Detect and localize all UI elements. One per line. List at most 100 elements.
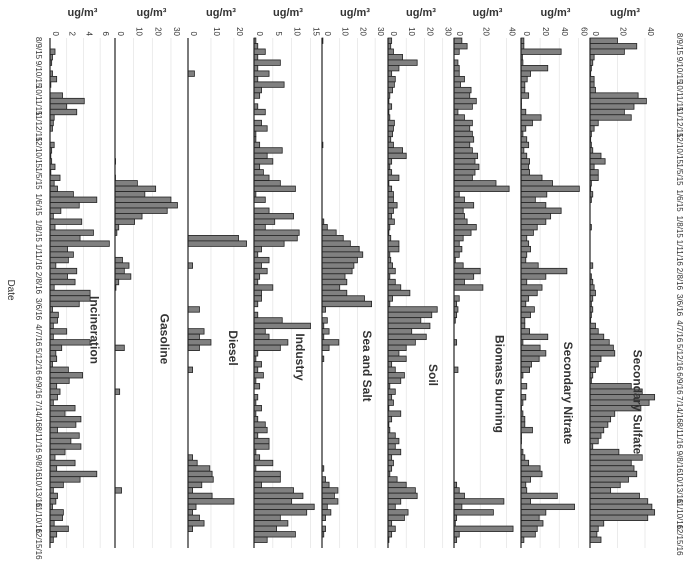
bar [49, 366, 69, 373]
bar [321, 328, 330, 335]
bar [520, 289, 538, 297]
bar [453, 70, 460, 77]
date-label-right: 11/12/15 [675, 107, 684, 138]
unit-label: ug/m³ [541, 7, 571, 19]
bar [49, 97, 85, 105]
bar [589, 97, 647, 105]
date-label-right: 8/9/15 [675, 33, 684, 56]
bar [114, 267, 125, 275]
bar [387, 388, 396, 395]
bar [49, 191, 74, 198]
bar [453, 180, 497, 187]
bar [49, 245, 68, 253]
unit-label: ug/m³ [206, 7, 236, 19]
bar [387, 75, 396, 83]
panel-title: Incineration [87, 296, 101, 364]
bar [114, 202, 178, 209]
bar [589, 492, 640, 500]
bar [453, 48, 460, 55]
bar [387, 152, 407, 160]
x-axis-title-date: Date [5, 279, 16, 301]
bar [321, 224, 328, 231]
bar [187, 498, 235, 505]
date-label-right: 1/8/15 [675, 216, 684, 239]
bar [387, 514, 405, 521]
bar [253, 476, 281, 483]
bar [49, 92, 63, 99]
bar [253, 158, 274, 165]
bar [253, 284, 274, 291]
bar [589, 328, 599, 335]
panel-diesel: ug/m³ 0 10 20 Diesel [187, 7, 247, 548]
panel-gasoline: ug/m³ 0 10 20 30 Gasoline [114, 7, 181, 548]
date-label: 11/12/15 [34, 111, 43, 142]
bar [387, 125, 394, 132]
bar [589, 383, 632, 390]
date-label: 8/9/15 [34, 37, 43, 60]
value-tick-label: 20 [235, 27, 244, 36]
bar [49, 520, 55, 527]
bar [589, 48, 625, 55]
bar [49, 75, 58, 83]
bar [387, 267, 396, 275]
bar [453, 103, 473, 110]
bar [387, 372, 405, 379]
bar [387, 245, 400, 253]
bar [589, 339, 610, 346]
bar [187, 306, 200, 313]
bar [520, 503, 575, 511]
bar [49, 108, 78, 116]
bar [520, 383, 528, 390]
value-tick-label: 10 [341, 27, 350, 36]
bar [321, 487, 339, 494]
bar [49, 328, 68, 335]
bar [253, 48, 266, 55]
date-label: 4/7/16 [34, 324, 43, 347]
bar [520, 273, 547, 280]
value-tick-label: 5 [274, 32, 283, 37]
value-tick-label: 15 [312, 27, 321, 36]
value-tick-label: 10 [135, 27, 144, 36]
bar [589, 410, 616, 417]
bar [49, 235, 81, 242]
panel-soil: ug/m³ 0 10 20 30 Soil [387, 7, 453, 548]
bar [387, 86, 393, 94]
panel-title: Secondary Nitrate [561, 342, 575, 445]
bar [49, 481, 64, 489]
bar [187, 333, 200, 341]
bar [589, 448, 620, 456]
bar [453, 119, 473, 127]
bar [520, 361, 532, 368]
bar [321, 262, 355, 269]
bar [49, 421, 77, 428]
bar [520, 509, 547, 516]
bar [453, 81, 461, 88]
bar [114, 207, 168, 214]
bar [589, 125, 595, 132]
bar [387, 492, 418, 500]
date-label: 12/15/16 [34, 528, 43, 560]
bar [387, 240, 400, 247]
bar [321, 229, 337, 236]
bar [520, 520, 544, 527]
bar [49, 426, 58, 434]
bar [253, 295, 262, 302]
bar [520, 229, 534, 236]
bar [253, 70, 270, 77]
bar [253, 361, 262, 368]
bar [520, 487, 528, 494]
bar [253, 245, 262, 253]
value-tick-label: 20 [153, 27, 162, 36]
bar [589, 476, 629, 483]
bar [453, 174, 473, 181]
bar [253, 426, 268, 434]
bar [589, 54, 595, 61]
bar [520, 481, 527, 489]
value-tick-label: 30 [444, 27, 453, 36]
bar [589, 426, 605, 434]
bar [453, 503, 463, 511]
bar [253, 86, 262, 94]
bar [114, 388, 121, 395]
bar [453, 152, 479, 160]
